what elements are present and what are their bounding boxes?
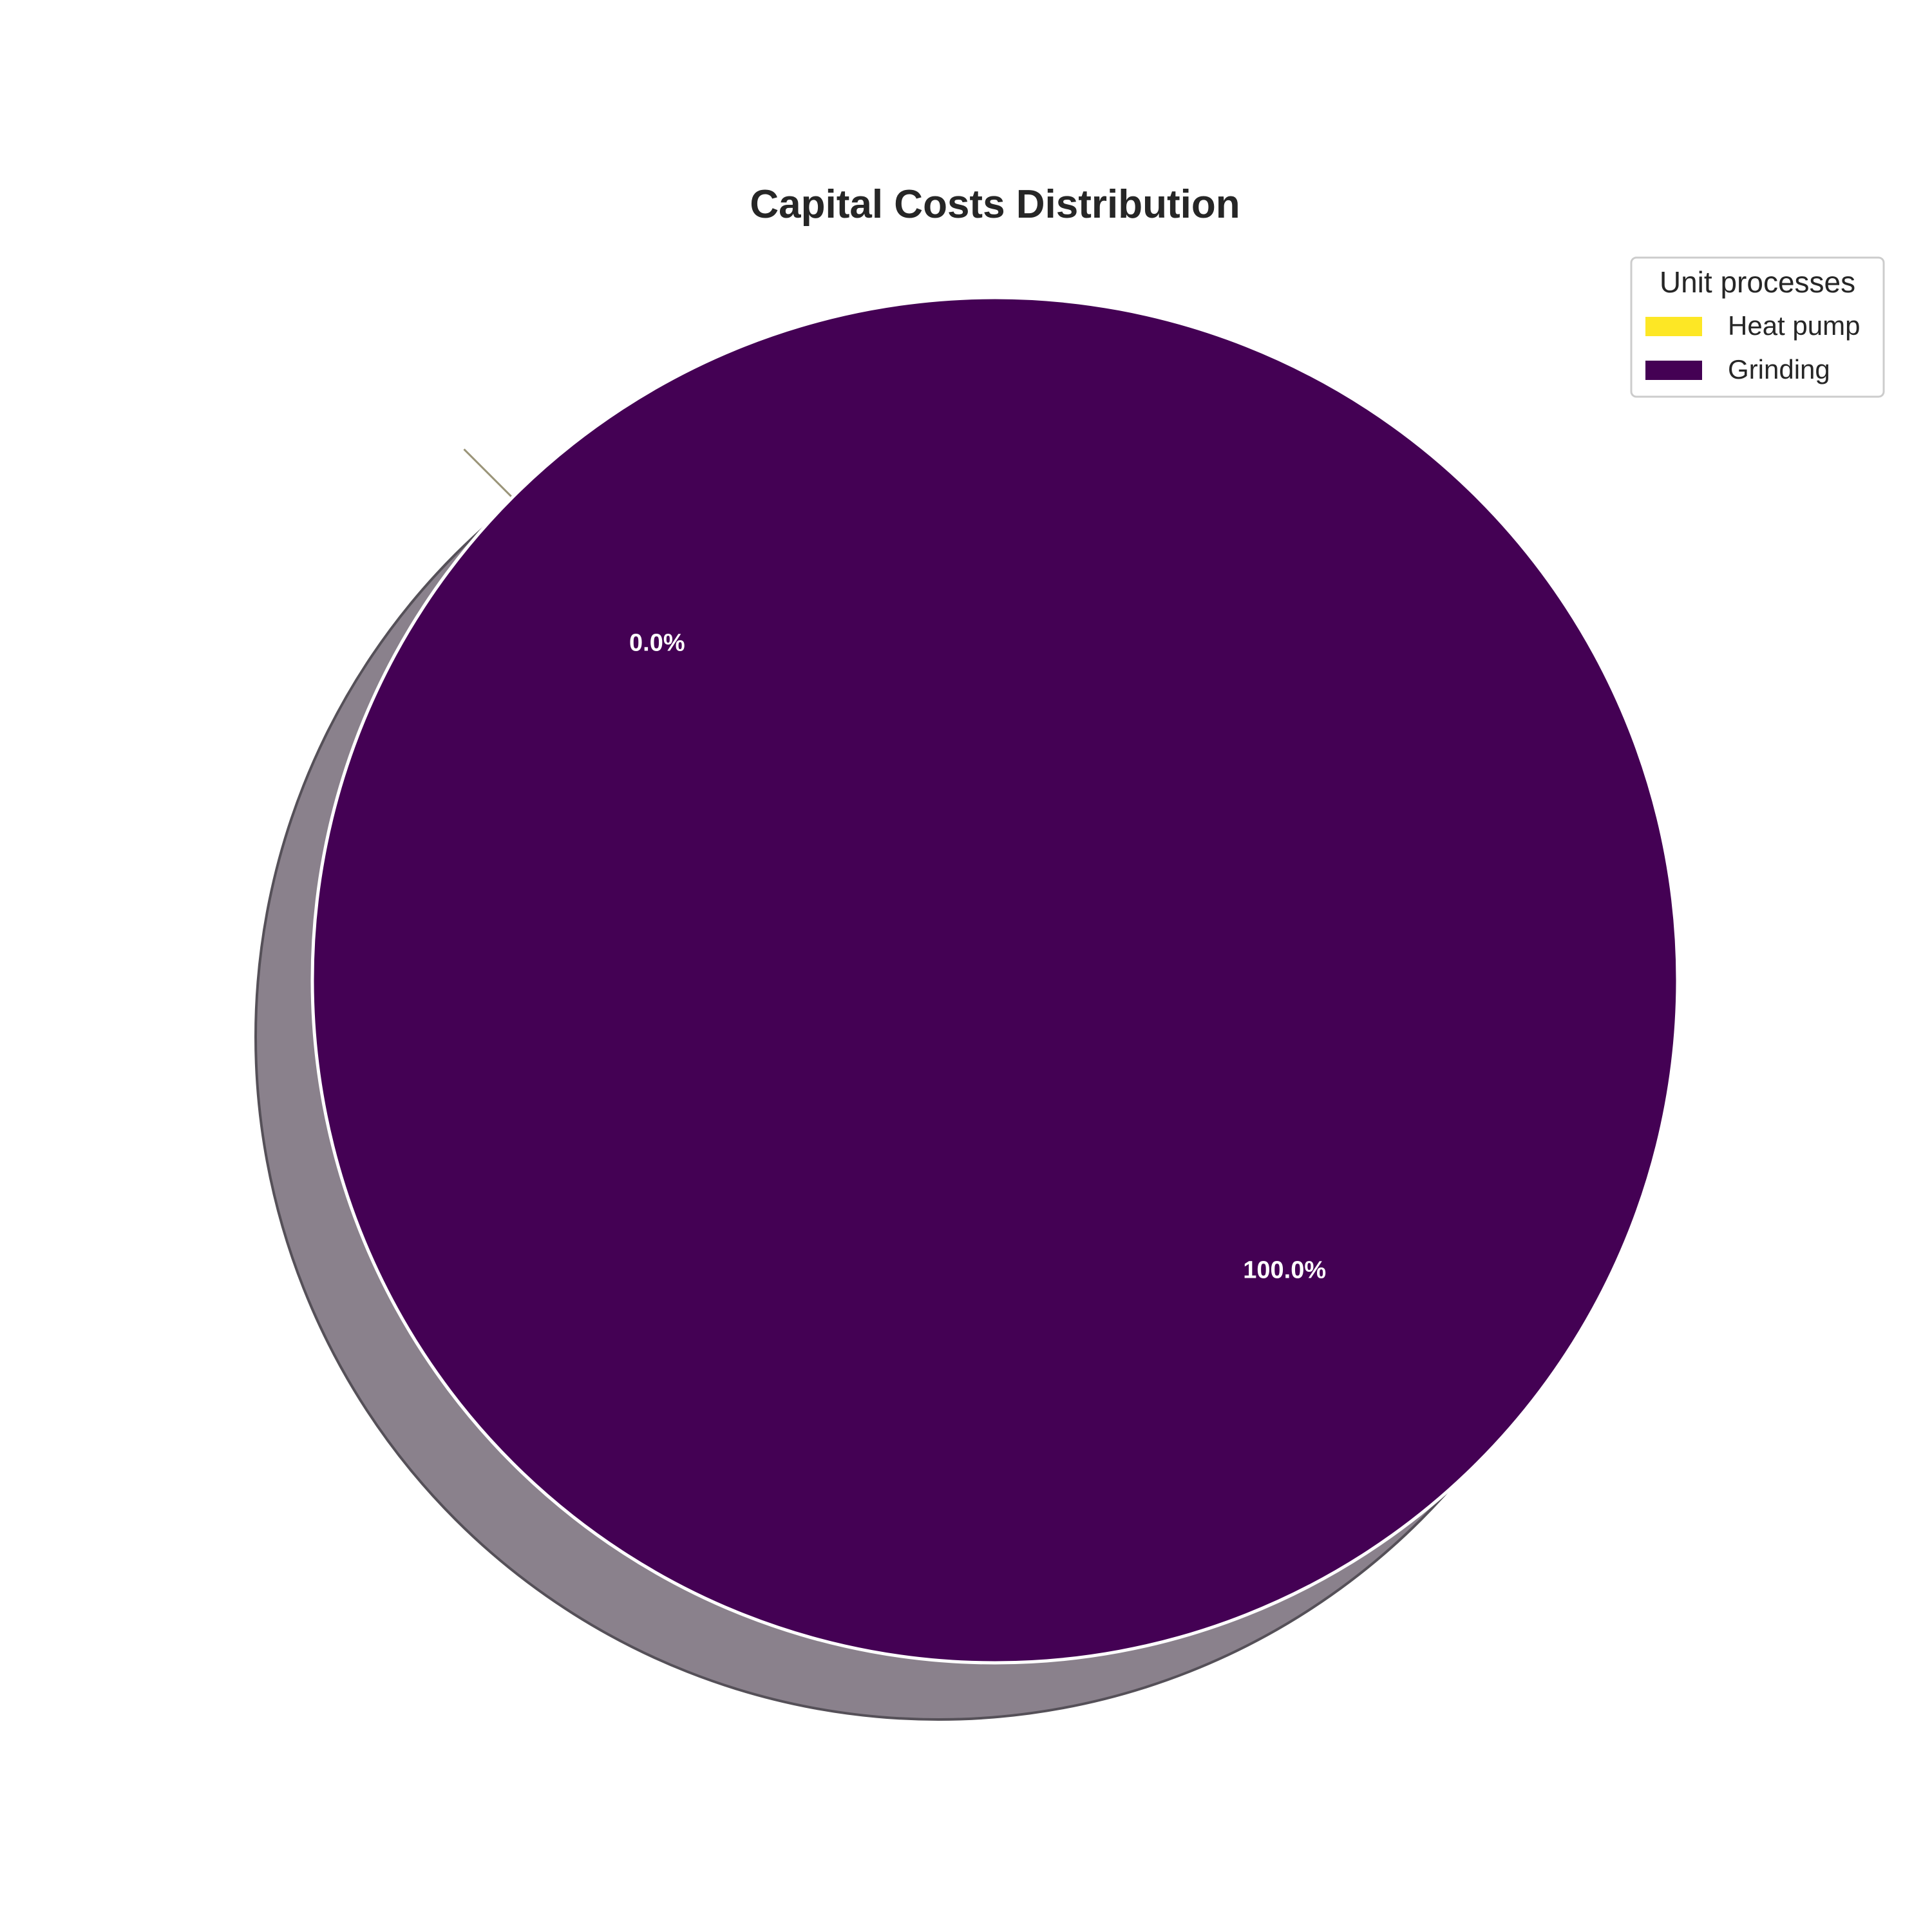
slice-label-1: 100.0% bbox=[1243, 1257, 1326, 1284]
legend: Unit processes Heat pump Grinding bbox=[1630, 256, 1885, 398]
legend-swatch-1 bbox=[1645, 361, 1702, 380]
legend-title: Unit processes bbox=[1660, 265, 1855, 299]
chart-title: Capital Costs Distribution bbox=[750, 182, 1240, 227]
legend-swatch-0 bbox=[1645, 317, 1702, 336]
legend-label-0: Heat pump bbox=[1728, 310, 1860, 341]
pie-layer: 0.0% 100.0% bbox=[254, 296, 1680, 1721]
legend-label-1: Grinding bbox=[1728, 354, 1830, 384]
slice-1 bbox=[310, 296, 1680, 1665]
legend-items: Heat pump Grinding bbox=[1645, 310, 1860, 384]
slice-label-0: 0.0% bbox=[629, 629, 685, 656]
